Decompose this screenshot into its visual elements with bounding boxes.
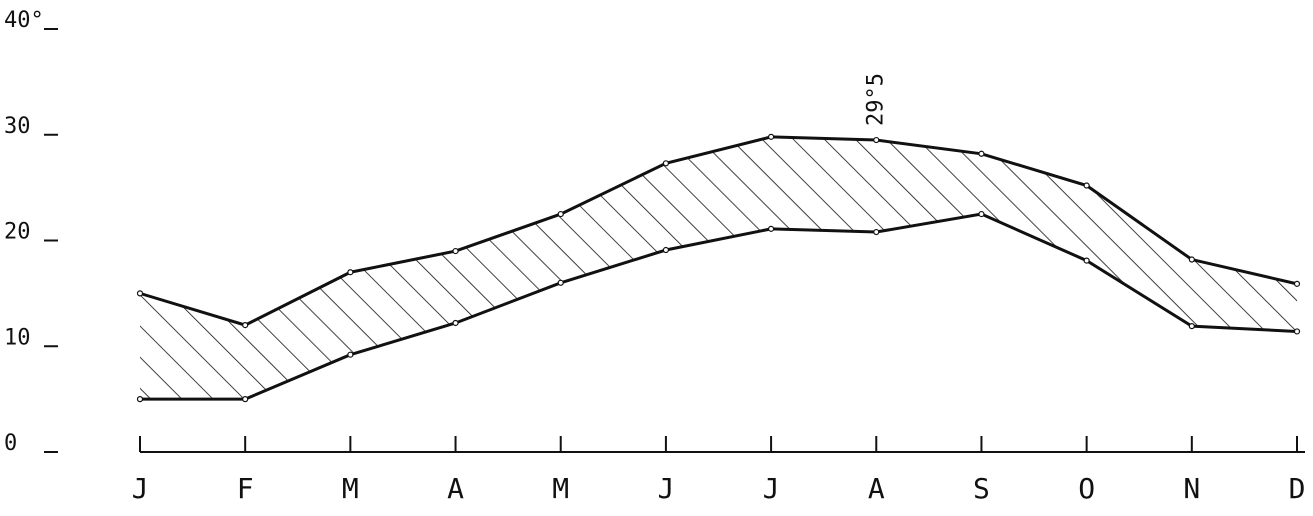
point	[873, 228, 880, 236]
x-tick-label: A	[868, 472, 885, 505]
point	[452, 247, 459, 255]
x-tick-label: M	[552, 472, 569, 505]
point	[767, 225, 775, 232]
point	[662, 160, 670, 167]
x-tick-label: A	[447, 472, 464, 505]
x-tick-label: J	[132, 472, 149, 505]
y-tick-label: 0	[4, 431, 17, 456]
x-tick-label: J	[763, 472, 780, 505]
point	[347, 269, 354, 276]
point	[1083, 257, 1090, 264]
point	[978, 210, 985, 218]
x-tick-label: J	[657, 472, 674, 505]
x-tick-label: S	[973, 472, 990, 505]
x-tick-label: N	[1183, 472, 1200, 505]
annotation: 29°5	[863, 73, 888, 126]
point	[242, 322, 249, 329]
range-fill	[140, 136, 1297, 400]
point	[978, 150, 985, 157]
point	[1188, 323, 1195, 330]
point	[873, 136, 880, 144]
y-tick-label: 10	[4, 325, 31, 350]
x-tick-label: D	[1289, 472, 1306, 505]
point	[1293, 328, 1301, 335]
point	[136, 290, 144, 297]
point	[452, 319, 459, 327]
point	[1293, 280, 1301, 287]
y-tick-label: 20	[4, 220, 31, 245]
point	[1083, 182, 1090, 189]
point	[662, 246, 670, 254]
point	[347, 351, 354, 358]
y-tick-label: 40°	[4, 8, 44, 33]
x-tick-label: O	[1078, 472, 1095, 505]
point	[242, 396, 249, 403]
range-line	[140, 212, 1298, 401]
point	[136, 396, 144, 403]
point	[557, 279, 564, 286]
y-tick-label: 30	[4, 114, 31, 139]
point	[557, 210, 564, 218]
point	[767, 133, 775, 140]
x-tick-label: F	[237, 472, 254, 505]
point	[1188, 256, 1195, 263]
x-tick-label: M	[342, 472, 359, 505]
range-line	[139, 135, 1298, 327]
